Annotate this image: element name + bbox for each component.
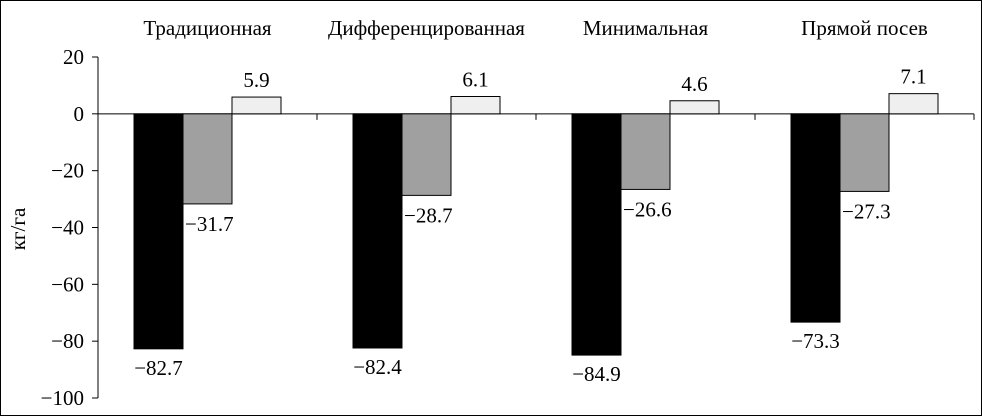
data-label: −27.3: [842, 199, 891, 223]
y-tick-label: −40: [51, 216, 84, 240]
y-tick-label: −20: [51, 159, 84, 183]
y-tick-label: −60: [51, 272, 84, 296]
category-label: Прямой посев: [801, 16, 928, 40]
data-label: −26.6: [623, 197, 672, 221]
data-label: 7.1: [900, 65, 926, 89]
bar: [182, 113, 233, 205]
data-label: −28.7: [404, 203, 453, 227]
data-label: −73.3: [791, 329, 840, 353]
data-label: 6.1: [462, 67, 488, 91]
y-tick-label: −80: [51, 329, 84, 353]
bar: [888, 93, 939, 115]
bar: [620, 113, 671, 190]
category-labels: Традиционная Дифференцированная Минимальна…: [143, 16, 928, 40]
data-label: −31.7: [185, 212, 234, 236]
bar: [231, 96, 282, 115]
data-label: −82.4: [353, 355, 402, 379]
y-tick-label: 20: [63, 45, 84, 69]
bar: [790, 113, 841, 323]
axes: 20 0 −20 −40 −60 −80 −100: [41, 45, 975, 410]
data-label: 5.9: [243, 68, 269, 92]
bar: [450, 95, 501, 115]
data-label: 4.6: [681, 72, 707, 96]
bar: [669, 100, 720, 115]
data-label: −82.7: [134, 356, 183, 380]
category-label: Дифференцированная: [328, 16, 525, 40]
y-tick-label: 0: [74, 102, 85, 126]
category-label: Минимальная: [583, 16, 709, 40]
data-label: −84.9: [572, 362, 621, 386]
bar: [401, 113, 452, 196]
bar: [571, 113, 622, 356]
category-label: Традиционная: [143, 16, 272, 40]
bar: [133, 113, 184, 350]
data-labels: −82.7 −31.7 5.9 −82.4 −28.7 6.1 −84.9 −26.6 4.6 −…: [134, 65, 926, 386]
bar: [839, 113, 890, 192]
bar: [352, 113, 403, 349]
y-axis-label: кг/га: [6, 207, 30, 250]
bars: [133, 93, 939, 356]
y-tick-label: −100: [41, 386, 84, 410]
